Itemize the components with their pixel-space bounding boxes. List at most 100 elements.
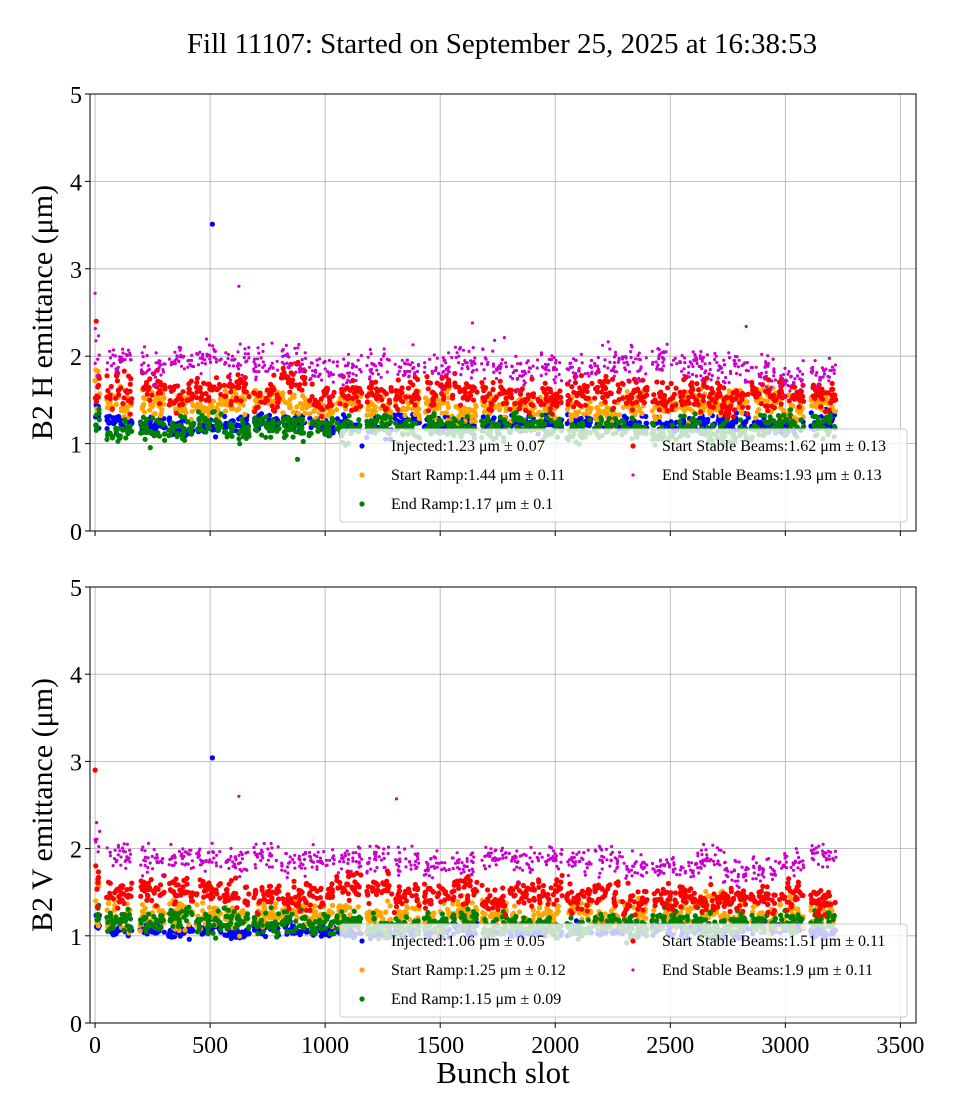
data-point [425,379,431,385]
data-point [188,362,192,367]
data-point [777,418,783,424]
data-point [236,436,242,442]
data-point [730,414,737,420]
data-point [254,375,258,379]
data-point [229,425,235,431]
data-point [213,375,220,381]
data-point [280,390,286,396]
data-point [154,417,160,424]
data-point [423,365,427,369]
data-point [237,441,243,447]
data-point [596,424,602,430]
data-point [387,419,394,425]
data-point [801,372,805,376]
data-point [296,386,302,392]
data-point [213,434,219,440]
data-point [346,378,350,382]
data-point [93,422,99,428]
data-point [661,360,665,364]
data-point [211,909,217,915]
x-tick-label: 1000 [301,1033,349,1059]
data-point [212,418,218,424]
data-point [687,406,693,412]
data-point [182,409,189,415]
data-point [726,410,732,416]
data-point [756,407,762,413]
data-point [493,338,497,342]
data-point [439,410,446,416]
data-point [123,358,127,362]
data-point [462,386,468,392]
data-point [96,417,102,423]
data-point [625,360,629,364]
data-point [497,378,503,384]
data-point [464,414,470,420]
data-point [416,362,420,367]
data-point [508,391,514,397]
data-point [637,376,641,381]
data-point [393,403,399,409]
data-point [510,364,514,368]
data-point [261,349,265,353]
data-point [189,408,195,414]
data-point [266,369,270,373]
data-point [293,361,297,365]
data-point [488,400,494,406]
data-point [201,352,205,356]
data-point [494,423,500,430]
data-point [753,415,759,421]
data-point [236,350,240,354]
data-point [252,415,258,421]
data-point [158,362,162,366]
data-point [675,362,679,366]
data-point [574,372,578,376]
data-point [337,401,343,407]
data-point [410,382,416,388]
data-point [430,398,436,404]
data-point [120,357,124,361]
data-point [461,348,466,352]
data-point [609,376,616,382]
data-point [445,404,451,410]
data-point [782,393,786,397]
data-point [423,395,429,401]
data-point [290,416,296,423]
data-point [651,392,657,398]
data-point [471,385,477,391]
data-point [558,422,564,428]
data-point [791,382,796,386]
data-point [772,374,776,378]
data-point [298,366,302,371]
data-point [157,401,163,407]
data-point [157,387,163,394]
data-point [624,356,628,360]
data-point [522,396,529,402]
data-point [558,361,562,365]
data-point [307,398,313,404]
data-point [242,375,248,381]
data-point [300,362,304,366]
y-tick-label: 0 [70,1012,82,1038]
data-point [296,424,302,430]
data-point [457,402,464,408]
data-point [195,427,201,433]
data-point [393,388,399,394]
data-point [137,928,143,934]
data-point [745,361,749,365]
data-point [239,416,245,422]
data-point [700,416,706,422]
data-point [238,342,242,346]
data-point [246,352,250,356]
data-point [788,420,794,426]
data-point [656,407,662,413]
data-point [271,408,278,414]
data-point [502,336,506,340]
data-point [743,380,748,384]
data-point [638,394,645,400]
data-point [446,368,450,372]
data-point [406,369,410,373]
data-point [405,358,409,362]
data-point [124,352,128,357]
data-point [649,408,655,414]
data-point [314,403,320,409]
